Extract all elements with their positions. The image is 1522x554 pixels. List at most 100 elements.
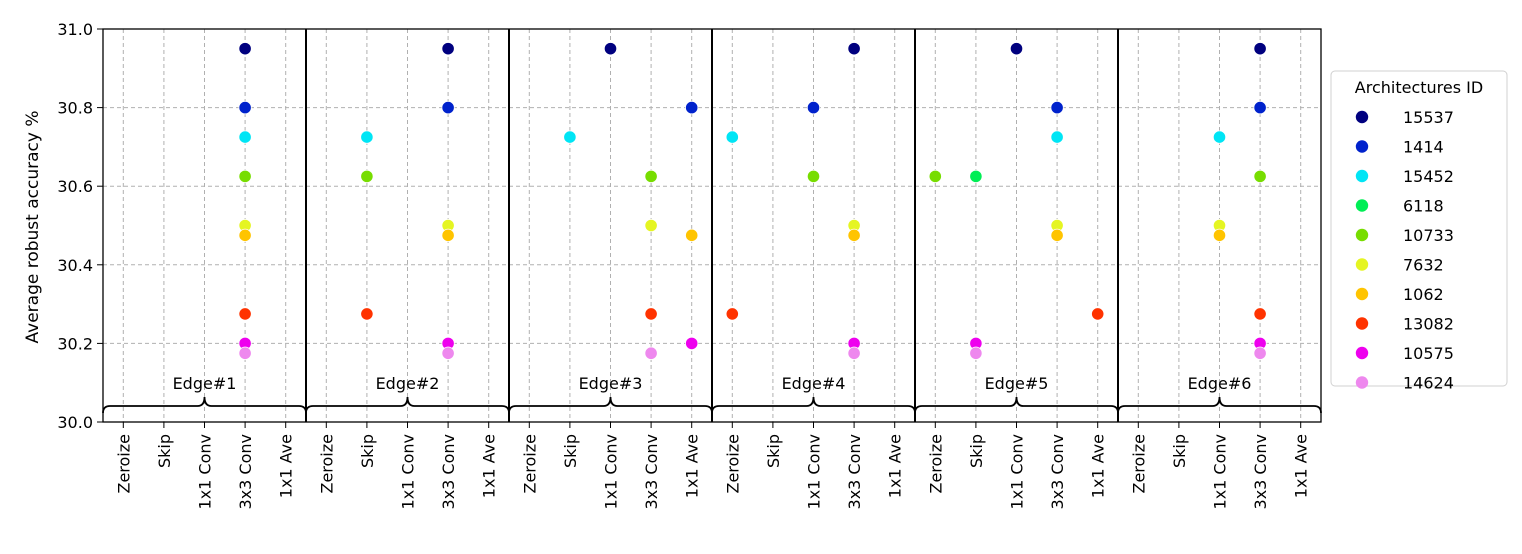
x-tick-label: Skip xyxy=(155,434,174,468)
data-point xyxy=(441,101,455,115)
data-point xyxy=(806,169,821,183)
legend-entry: 14624 xyxy=(1403,374,1454,393)
data-point xyxy=(238,42,252,56)
x-tick-label: 1x1 Conv xyxy=(196,434,215,509)
x-tick-label: 1x1 Ave xyxy=(1089,434,1108,498)
x-tick-label: 1x1 Conv xyxy=(1008,434,1027,509)
x-tick-label: Zeroize xyxy=(520,434,539,494)
data-point xyxy=(969,346,983,360)
edge-label: Edge#1 xyxy=(173,374,237,393)
legend-entry: 13082 xyxy=(1403,315,1454,334)
x-tick-label: Skip xyxy=(764,434,783,468)
legend-entry: 15452 xyxy=(1403,167,1454,186)
edge-brace xyxy=(1117,396,1322,414)
legend-swatch xyxy=(1355,317,1369,330)
data-point xyxy=(1050,130,1064,144)
legend-swatch xyxy=(1355,140,1369,153)
legend-swatch xyxy=(1355,110,1369,124)
edge-label: Edge#3 xyxy=(579,374,643,393)
x-tick-label: Skip xyxy=(561,434,580,468)
data-point xyxy=(685,228,699,242)
data-point xyxy=(441,346,455,360)
data-point xyxy=(1253,346,1267,360)
data-point xyxy=(1253,42,1267,56)
y-axis-title: Average robust accuracy % xyxy=(23,111,43,344)
y-tick-label: 31.0 xyxy=(57,20,93,39)
legend-entry: 15537 xyxy=(1403,108,1454,127)
x-tick-label: 1x1 Conv xyxy=(805,434,824,509)
data-point xyxy=(644,307,658,321)
data-point xyxy=(1091,307,1105,321)
data-point xyxy=(1009,42,1024,56)
edge-brace xyxy=(914,396,1119,414)
edge-brace xyxy=(102,396,307,414)
edge-label: Edge#5 xyxy=(985,374,1049,393)
edge-brace xyxy=(305,396,510,414)
data-point xyxy=(725,130,739,144)
legend: Architectures ID 15537 1414 15452 6118 10733 7… xyxy=(1330,70,1508,393)
x-tick-label: Zeroize xyxy=(723,434,742,494)
data-point xyxy=(238,307,252,321)
edge-brace xyxy=(508,396,713,414)
data-point xyxy=(603,42,618,56)
legend-swatch xyxy=(1355,346,1369,360)
axis-layer: 30.0 30.2 30.4 30.6 30.8 31.0 Zeroize Skip 1x1 C… xyxy=(57,20,1322,509)
data-point xyxy=(685,101,699,115)
legend-swatch xyxy=(1355,376,1369,389)
edge-label: Edge#6 xyxy=(1188,374,1252,393)
legend-entry: 10733 xyxy=(1403,226,1454,245)
data-point xyxy=(563,130,577,144)
x-tick-label: 1x1 Conv xyxy=(1211,434,1230,509)
legend-entry: 1062 xyxy=(1403,285,1444,304)
edge-label: Edge#2 xyxy=(376,374,440,393)
data-point xyxy=(969,169,983,183)
y-tick-label: 30.6 xyxy=(57,177,93,196)
data-point xyxy=(1253,169,1267,183)
data-point xyxy=(1253,307,1267,321)
x-tick-label: 1x1 Ave xyxy=(683,434,702,498)
data-point xyxy=(1050,228,1064,242)
x-tick-label: 3x3 Conv xyxy=(1251,434,1270,509)
x-tick-label: 1x1 Ave xyxy=(480,434,499,498)
legend-entry: 10575 xyxy=(1403,344,1454,363)
y-tick-label: 30.0 xyxy=(57,413,93,432)
x-tick-label: Zeroize xyxy=(114,434,133,494)
x-tick-label: 1x1 Ave xyxy=(886,434,905,498)
point-layer xyxy=(238,42,1267,360)
data-point xyxy=(238,228,252,242)
x-tick-label: Zeroize xyxy=(1129,434,1148,494)
x-tick-label: Skip xyxy=(1170,434,1189,468)
data-point xyxy=(360,307,374,321)
data-point xyxy=(360,130,374,144)
y-tick-label: 30.2 xyxy=(57,334,93,353)
data-point xyxy=(847,346,861,360)
data-point xyxy=(238,130,252,144)
x-tick-label: 1x1 Ave xyxy=(1292,434,1311,498)
y-tick-label: 30.8 xyxy=(57,99,93,118)
y-tick-label: 30.4 xyxy=(57,256,93,275)
x-tick-label: Zeroize xyxy=(926,434,945,494)
data-point xyxy=(725,307,739,321)
data-point xyxy=(644,346,658,360)
data-point xyxy=(928,169,942,183)
data-point xyxy=(238,346,252,360)
data-point xyxy=(847,228,861,242)
legend-entry: 6118 xyxy=(1403,197,1444,216)
data-point xyxy=(644,218,658,233)
data-point xyxy=(360,169,374,183)
legend-swatch xyxy=(1355,228,1369,242)
data-point xyxy=(441,42,455,56)
data-point xyxy=(1212,228,1227,242)
data-point xyxy=(1253,101,1267,115)
legend-entry: 7632 xyxy=(1403,256,1444,275)
data-point xyxy=(238,169,252,183)
x-tick-label: 3x3 Conv xyxy=(845,434,864,509)
legend-entry: 1414 xyxy=(1403,138,1444,157)
x-tick-label: Skip xyxy=(358,434,377,468)
x-tick-label: Skip xyxy=(967,434,986,468)
x-tick-label: Zeroize xyxy=(317,434,336,494)
data-point xyxy=(644,169,658,183)
data-point xyxy=(806,101,821,115)
data-point xyxy=(1212,130,1227,144)
